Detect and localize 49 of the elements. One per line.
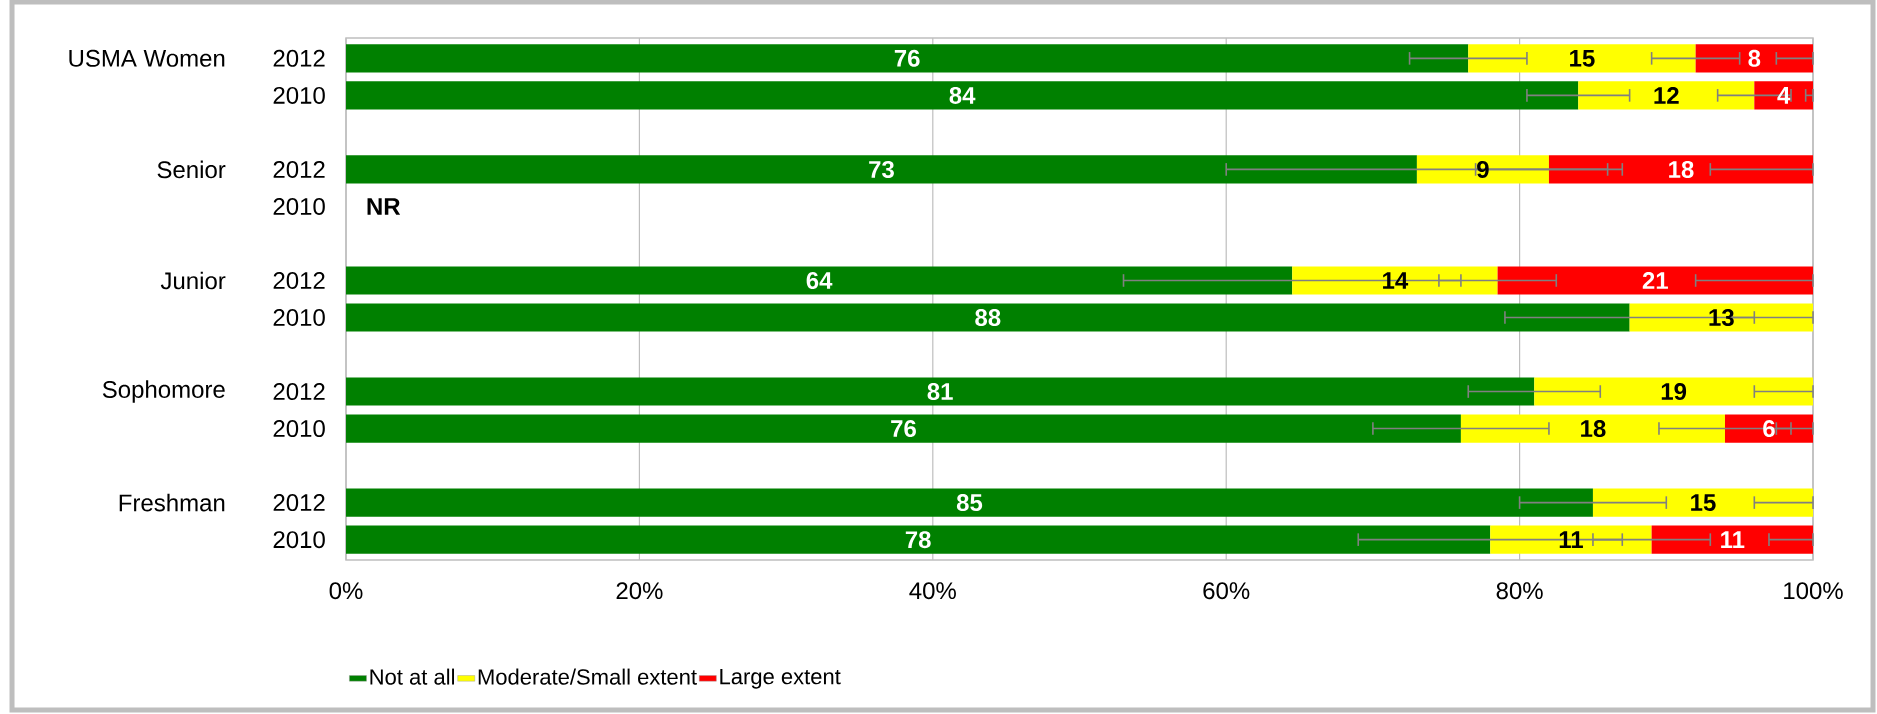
x-tick-label: 0%: [329, 582, 363, 600]
y-tick-label: 2012: [273, 160, 325, 178]
legend-label: Moderate/Small extent: [478, 668, 697, 685]
data-label: 13: [1709, 309, 1734, 327]
data-label: 64: [806, 272, 833, 289]
data-label: 76: [894, 49, 920, 67]
data-label: 11: [1559, 531, 1583, 548]
data-label: 6: [1763, 420, 1775, 438]
y-tick-label: 2010: [273, 309, 325, 326]
text: Senior: [157, 160, 226, 179]
y-tick-label: 2010: [273, 197, 325, 215]
y-tick-label: 2012: [273, 383, 325, 401]
data-label: 73: [869, 160, 894, 178]
text: Junior: [160, 271, 226, 290]
x-tick-label: 80%: [1496, 582, 1543, 600]
y-tick-label: 2012: [273, 272, 325, 289]
x-tick-label: 60%: [1203, 582, 1250, 600]
data-label: 11: [1721, 531, 1745, 548]
y-tick-label: 2010: [273, 86, 325, 104]
legend-label: Large extent: [720, 668, 841, 689]
data-label: 76: [891, 420, 916, 438]
data-label: 8: [1748, 49, 1761, 67]
y-tick-label: 2010: [273, 531, 325, 549]
data-label: 12: [1654, 87, 1679, 104]
data-label: 81: [927, 383, 953, 401]
text: Sophomore: [102, 380, 225, 403]
x-tick-label: 100%: [1784, 582, 1843, 600]
y-tick-label: 2010: [273, 420, 325, 438]
data-label: 85: [956, 494, 983, 512]
y-tick-label: 2012: [273, 494, 325, 512]
data-label: 14: [1383, 272, 1409, 289]
data-label: 84: [949, 86, 976, 104]
data-label: 21: [1642, 272, 1668, 289]
y-tick-label: 2012: [273, 49, 325, 67]
data-label: 4: [1777, 87, 1791, 104]
data-label: 15: [1570, 49, 1595, 67]
data-label: 19: [1661, 383, 1687, 401]
legend-label: Not at all: [370, 668, 454, 685]
data-label: 88: [975, 309, 1001, 326]
x-tick-label: 20%: [616, 582, 663, 600]
data-label: 78: [905, 531, 931, 549]
text: USMA Women: [69, 49, 225, 67]
text: Freshman: [119, 493, 225, 512]
data-label: 18: [1581, 420, 1606, 438]
data-label: 18: [1669, 160, 1694, 178]
text: NR: [367, 198, 401, 215]
x-tick-label: 40%: [909, 582, 956, 600]
data-label: 15: [1691, 494, 1716, 511]
data-label: 9: [1477, 160, 1489, 178]
